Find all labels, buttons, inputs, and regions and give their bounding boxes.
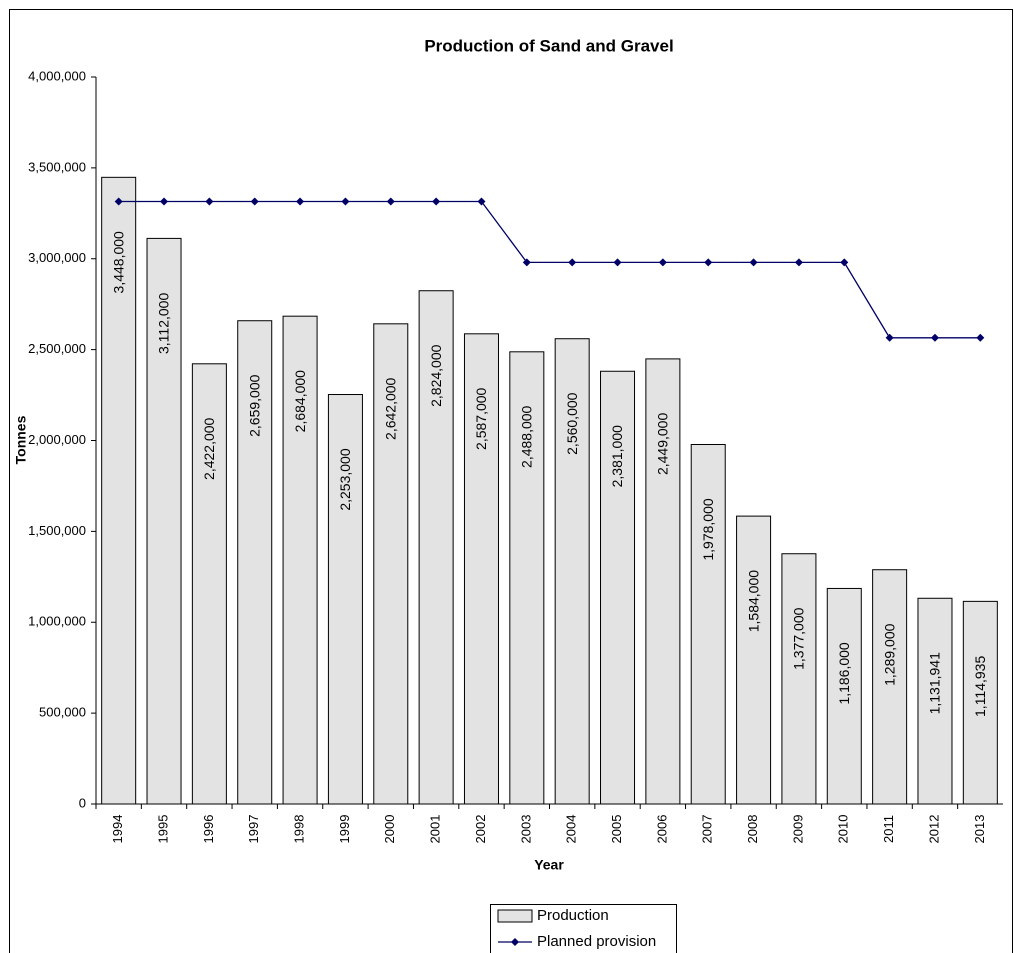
bar xyxy=(645,358,681,805)
legend-label: Production xyxy=(537,907,609,924)
x-tick-label: 1996 xyxy=(201,815,216,844)
bar xyxy=(872,569,908,805)
bar xyxy=(600,370,636,805)
y-tick-label: 2,000,000 xyxy=(28,432,86,447)
marker xyxy=(568,258,577,267)
x-tick-label: 2013 xyxy=(972,815,987,844)
value-label: 2,488,000 xyxy=(519,405,535,467)
marker xyxy=(160,197,169,206)
marker xyxy=(840,258,849,267)
value-label: 1,377,000 xyxy=(791,607,807,669)
marker xyxy=(930,333,939,342)
value-label: 1,584,000 xyxy=(745,570,761,632)
x-tick-label: 1999 xyxy=(337,815,352,844)
bar xyxy=(509,351,545,805)
legend-swatch xyxy=(497,909,533,923)
marker xyxy=(432,197,441,206)
marker xyxy=(341,197,350,206)
bar xyxy=(146,237,182,805)
bar xyxy=(781,553,817,805)
x-tick-label: 2005 xyxy=(609,815,624,844)
x-tick-label: 1995 xyxy=(155,815,170,844)
x-tick-label: 2002 xyxy=(473,815,488,844)
bar xyxy=(373,323,409,805)
value-label: 1,186,000 xyxy=(836,642,852,704)
y-tick-label: 2,500,000 xyxy=(28,341,86,356)
y-tick-label: 1,500,000 xyxy=(28,523,86,538)
bar xyxy=(690,443,726,805)
x-tick-label: 2008 xyxy=(745,815,760,844)
value-label: 2,824,000 xyxy=(428,344,444,406)
x-tick-label: 2001 xyxy=(428,815,443,844)
marker xyxy=(296,197,305,206)
y-tick-label: 3,500,000 xyxy=(28,159,86,174)
marker xyxy=(794,258,803,267)
x-tick-label: 2006 xyxy=(654,815,669,844)
value-label: 2,560,000 xyxy=(564,392,580,454)
marker xyxy=(658,258,667,267)
value-label: 1,131,941 xyxy=(927,652,943,714)
bar xyxy=(554,338,590,805)
marker xyxy=(522,258,531,267)
bar xyxy=(736,515,772,805)
x-tick-label: 2000 xyxy=(382,815,397,844)
value-label: 2,381,000 xyxy=(609,425,625,487)
bar xyxy=(101,176,137,805)
y-tick-label: 0 xyxy=(79,795,86,810)
y-tick-label: 1,000,000 xyxy=(28,614,86,629)
value-label: 2,449,000 xyxy=(655,413,671,475)
line xyxy=(118,200,981,339)
value-label: 2,659,000 xyxy=(246,374,262,436)
value-label: 2,587,000 xyxy=(473,387,489,449)
x-tick-label: 1994 xyxy=(110,815,125,844)
bar xyxy=(826,587,862,805)
bar xyxy=(917,597,953,805)
bar xyxy=(191,363,227,805)
value-label: 3,448,000 xyxy=(110,231,126,293)
value-label: 1,978,000 xyxy=(700,498,716,560)
value-label: 1,114,935 xyxy=(972,656,988,717)
bar xyxy=(327,394,363,805)
value-label: 1,289,000 xyxy=(881,623,897,685)
legend-marker xyxy=(511,938,519,946)
x-tick-label: 2012 xyxy=(926,815,941,844)
chart-title: Production of Sand and Gravel xyxy=(424,36,673,55)
marker xyxy=(477,197,486,206)
bar xyxy=(282,315,318,805)
x-tick-label: 2007 xyxy=(700,815,715,844)
marker xyxy=(114,197,123,206)
x-tick-label: 2010 xyxy=(836,815,851,844)
bar xyxy=(962,600,998,805)
bar xyxy=(463,333,499,805)
marker xyxy=(386,197,395,206)
bar xyxy=(418,290,454,805)
y-tick-label: 3,000,000 xyxy=(28,250,86,265)
value-label: 2,642,000 xyxy=(382,377,398,439)
legend-label: Planned provision xyxy=(537,933,656,950)
x-tick-label: 2004 xyxy=(564,815,579,844)
marker xyxy=(205,197,214,206)
marker xyxy=(976,333,985,342)
y-tick-label: 4,000,000 xyxy=(28,68,86,83)
y-axis-title: Tonnes xyxy=(13,415,29,464)
marker xyxy=(885,333,894,342)
marker xyxy=(250,197,259,206)
x-tick-label: 1997 xyxy=(246,815,261,844)
value-label: 2,253,000 xyxy=(337,448,353,510)
y-tick-label: 500,000 xyxy=(39,705,86,720)
x-tick-label: 2003 xyxy=(518,815,533,844)
x-tick-label: 1998 xyxy=(292,815,307,844)
marker xyxy=(613,258,622,267)
x-tick-label: 2011 xyxy=(881,815,896,843)
value-label: 3,112,000 xyxy=(156,293,172,354)
marker xyxy=(704,258,713,267)
value-label: 2,422,000 xyxy=(201,417,217,479)
value-label: 2,684,000 xyxy=(292,370,308,432)
x-axis-title: Year xyxy=(534,857,564,873)
marker xyxy=(749,258,758,267)
bar xyxy=(237,320,273,805)
x-tick-label: 2009 xyxy=(790,815,805,844)
